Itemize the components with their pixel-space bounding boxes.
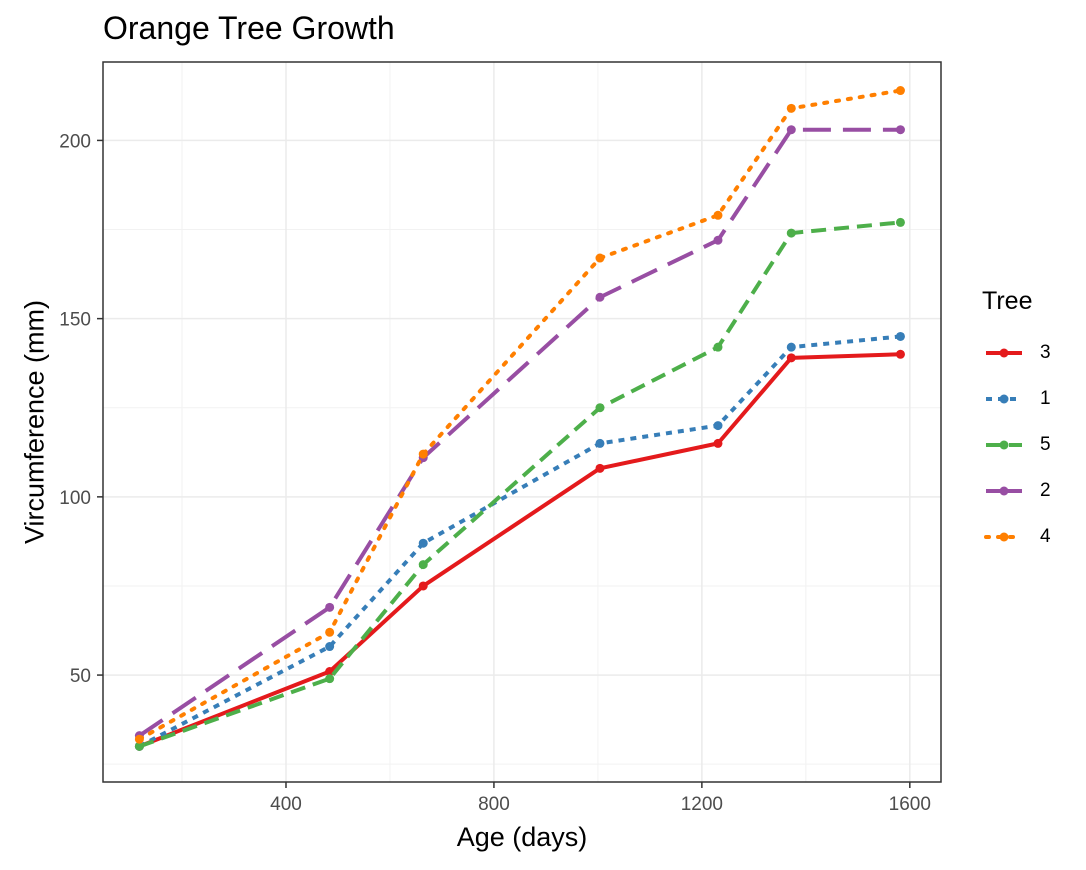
data-point-5 xyxy=(134,741,144,751)
data-point-3 xyxy=(713,438,723,448)
legend-item-2: 2 xyxy=(982,468,1051,514)
chart-title: Orange Tree Growth xyxy=(103,10,395,46)
legend-label: 3 xyxy=(1040,342,1051,363)
legend-key-point xyxy=(999,532,1009,542)
data-point-2 xyxy=(325,602,335,612)
legend-item-1: 1 xyxy=(982,376,1051,422)
panel-border xyxy=(102,61,942,783)
series-layer xyxy=(134,86,905,751)
data-point-3 xyxy=(895,349,905,359)
series-3 xyxy=(134,349,905,751)
x-axis-title: Age (days) xyxy=(456,822,588,852)
x-axis-ticks: 400 800 1200 1600 xyxy=(270,782,931,815)
x-tick-label: 1600 xyxy=(889,794,931,815)
legend-key-point xyxy=(999,348,1009,358)
y-axis-title: Vircumference (mm) xyxy=(19,299,50,545)
x-tick-label: 1200 xyxy=(681,794,723,815)
legend-item-4: 4 xyxy=(982,514,1051,560)
y-tick-label: 150 xyxy=(59,310,91,331)
y-tick-label: 200 xyxy=(59,131,91,152)
data-point-5 xyxy=(325,674,335,684)
legend-label: 1 xyxy=(1040,388,1051,409)
data-point-2 xyxy=(595,292,605,302)
legend-label: 4 xyxy=(1040,526,1051,547)
legend-item-3: 3 xyxy=(982,330,1051,376)
data-point-4 xyxy=(595,253,605,263)
data-point-5 xyxy=(713,342,723,352)
legend-key-2 xyxy=(986,486,1022,496)
legend-key-point xyxy=(999,440,1009,450)
series-4 xyxy=(134,86,905,744)
x-tick-label: 400 xyxy=(270,794,302,815)
legend-title: Tree xyxy=(982,287,1033,315)
series-line-5 xyxy=(138,220,901,749)
series-line-1 xyxy=(138,334,901,749)
data-point-1 xyxy=(595,438,605,448)
data-point-2 xyxy=(895,125,905,135)
y-tick-label: 50 xyxy=(70,666,91,687)
data-point-4 xyxy=(418,449,428,459)
legend-key-3 xyxy=(986,348,1022,358)
data-point-1 xyxy=(325,642,335,652)
data-point-3 xyxy=(595,463,605,473)
data-point-5 xyxy=(418,560,428,570)
y-axis-ticks: 50 100 150 200 xyxy=(59,131,103,687)
data-point-4 xyxy=(895,86,905,96)
series-line-2 xyxy=(138,127,901,738)
data-point-2 xyxy=(786,125,796,135)
data-point-3 xyxy=(786,353,796,363)
legend-key-point xyxy=(999,394,1009,404)
series-5 xyxy=(134,217,905,751)
legend-key-4 xyxy=(984,532,1024,542)
legend-key-5 xyxy=(986,440,1022,450)
series-line-4 xyxy=(137,88,903,742)
data-point-5 xyxy=(786,228,796,238)
series-2 xyxy=(134,125,905,741)
grid-major xyxy=(103,62,941,782)
data-point-4 xyxy=(134,734,144,744)
data-point-2 xyxy=(713,235,723,245)
x-tick-label: 800 xyxy=(478,794,510,815)
legend-label: 5 xyxy=(1040,434,1051,455)
data-point-3 xyxy=(418,581,428,591)
grid-minor xyxy=(103,62,941,782)
legend-key-point xyxy=(999,486,1009,496)
legend: Tree 3 1 5 2 4 xyxy=(982,287,1051,560)
legend-item-5: 5 xyxy=(982,422,1051,468)
legend-label: 2 xyxy=(1040,480,1051,501)
data-point-1 xyxy=(418,538,428,548)
y-tick-label: 100 xyxy=(59,488,91,509)
data-point-1 xyxy=(713,421,723,431)
series-1 xyxy=(134,331,905,751)
data-point-1 xyxy=(786,342,796,352)
data-point-1 xyxy=(895,331,905,341)
data-point-5 xyxy=(595,403,605,413)
series-line-3 xyxy=(138,352,901,749)
data-point-4 xyxy=(325,627,335,637)
data-point-4 xyxy=(713,210,723,220)
legend-items: 3 1 5 2 4 xyxy=(982,330,1051,560)
legend-key-1 xyxy=(986,394,1022,404)
data-point-5 xyxy=(895,217,905,227)
data-point-4 xyxy=(786,103,796,113)
